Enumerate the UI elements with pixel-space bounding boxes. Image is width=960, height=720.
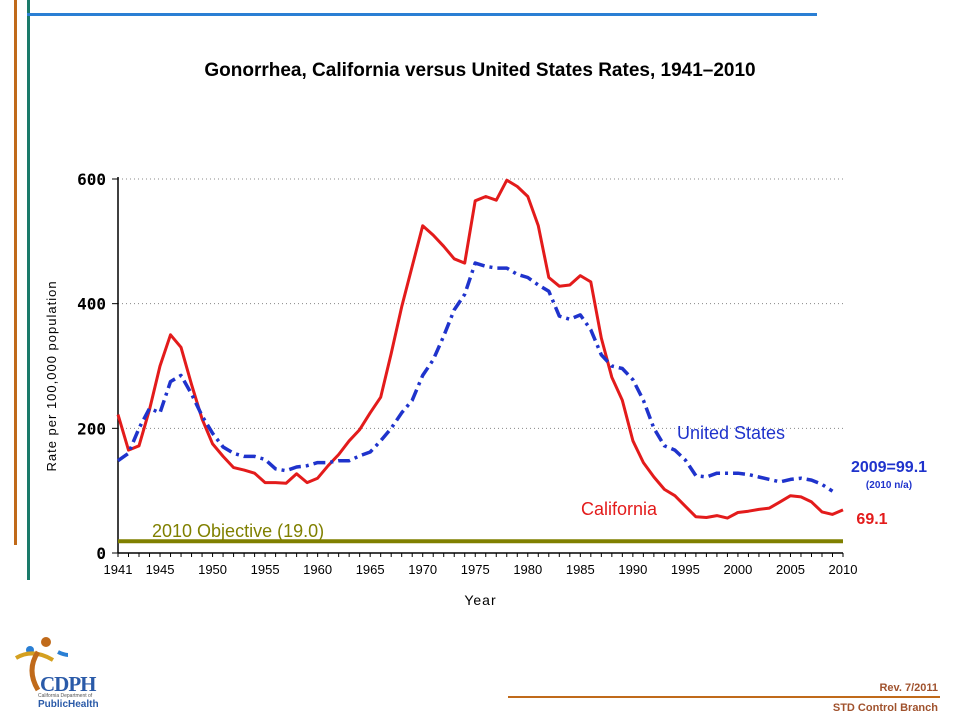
- cdph-logo: [8, 630, 118, 710]
- logo-public-health: PublicHealth: [38, 699, 99, 710]
- x-tick-label: 1945: [146, 562, 175, 577]
- frame-bottom-brown-line: [508, 696, 940, 698]
- axes: [112, 177, 844, 557]
- x-tick-label: 1970: [408, 562, 437, 577]
- us-2009-annotation: 2009=99.1: [851, 459, 927, 476]
- x-axis-title: Year: [464, 592, 496, 608]
- x-tick-label: 2005: [776, 562, 805, 577]
- chart-title: Gonorrhea, California versus United Stat…: [204, 60, 756, 81]
- x-tick-label: 1965: [356, 562, 385, 577]
- us-2010-note: (2010 n/a): [866, 480, 912, 491]
- x-tick-label: 1995: [671, 562, 700, 577]
- labels-group: 0 200 400 600 1941 1945 1950 1955 1960 1965 1970 19…: [44, 170, 927, 608]
- objective-label: 2010 Objective (19.0): [152, 521, 324, 541]
- revision-date: Rev. 7/2011: [879, 682, 938, 694]
- x-tick-label: 2010: [829, 562, 858, 577]
- x-tick-label: 1941: [104, 562, 133, 577]
- series-group: [116, 178, 844, 544]
- branch-name: STD Control Branch: [832, 702, 938, 714]
- x-tick-label: 1990: [618, 562, 647, 577]
- x-tick-label: 1955: [251, 562, 280, 577]
- series-line-california: [116, 178, 844, 520]
- frame-vertical-teal-line: [27, 0, 30, 580]
- y-tick-label: 400: [77, 295, 106, 314]
- logo-title: CDPH: [40, 672, 96, 696]
- x-tick-label: 1975: [461, 562, 490, 577]
- y-tick-label: 200: [77, 419, 106, 438]
- x-tick-label: 2000: [723, 562, 752, 577]
- frame-top-blue-line: [27, 13, 817, 16]
- grid: [118, 178, 843, 429]
- y-axis-title: Rate per 100,000 population: [44, 280, 59, 471]
- california-label: California: [581, 499, 658, 519]
- ca-2010-annotation: 69.1: [856, 511, 887, 528]
- logo-subtitle: California Department of: [38, 693, 93, 699]
- x-tick-label: 1980: [513, 562, 542, 577]
- y-tick-label: 600: [77, 170, 106, 189]
- x-tick-label: 1950: [198, 562, 227, 577]
- x-tick-label: 1985: [566, 562, 595, 577]
- united-states-label: United States: [677, 423, 785, 443]
- frame-vertical-brown-line: [14, 0, 17, 545]
- x-tick-label: 1960: [303, 562, 332, 577]
- y-tick-label: 0: [96, 544, 106, 563]
- series-line-united-states: [116, 261, 834, 493]
